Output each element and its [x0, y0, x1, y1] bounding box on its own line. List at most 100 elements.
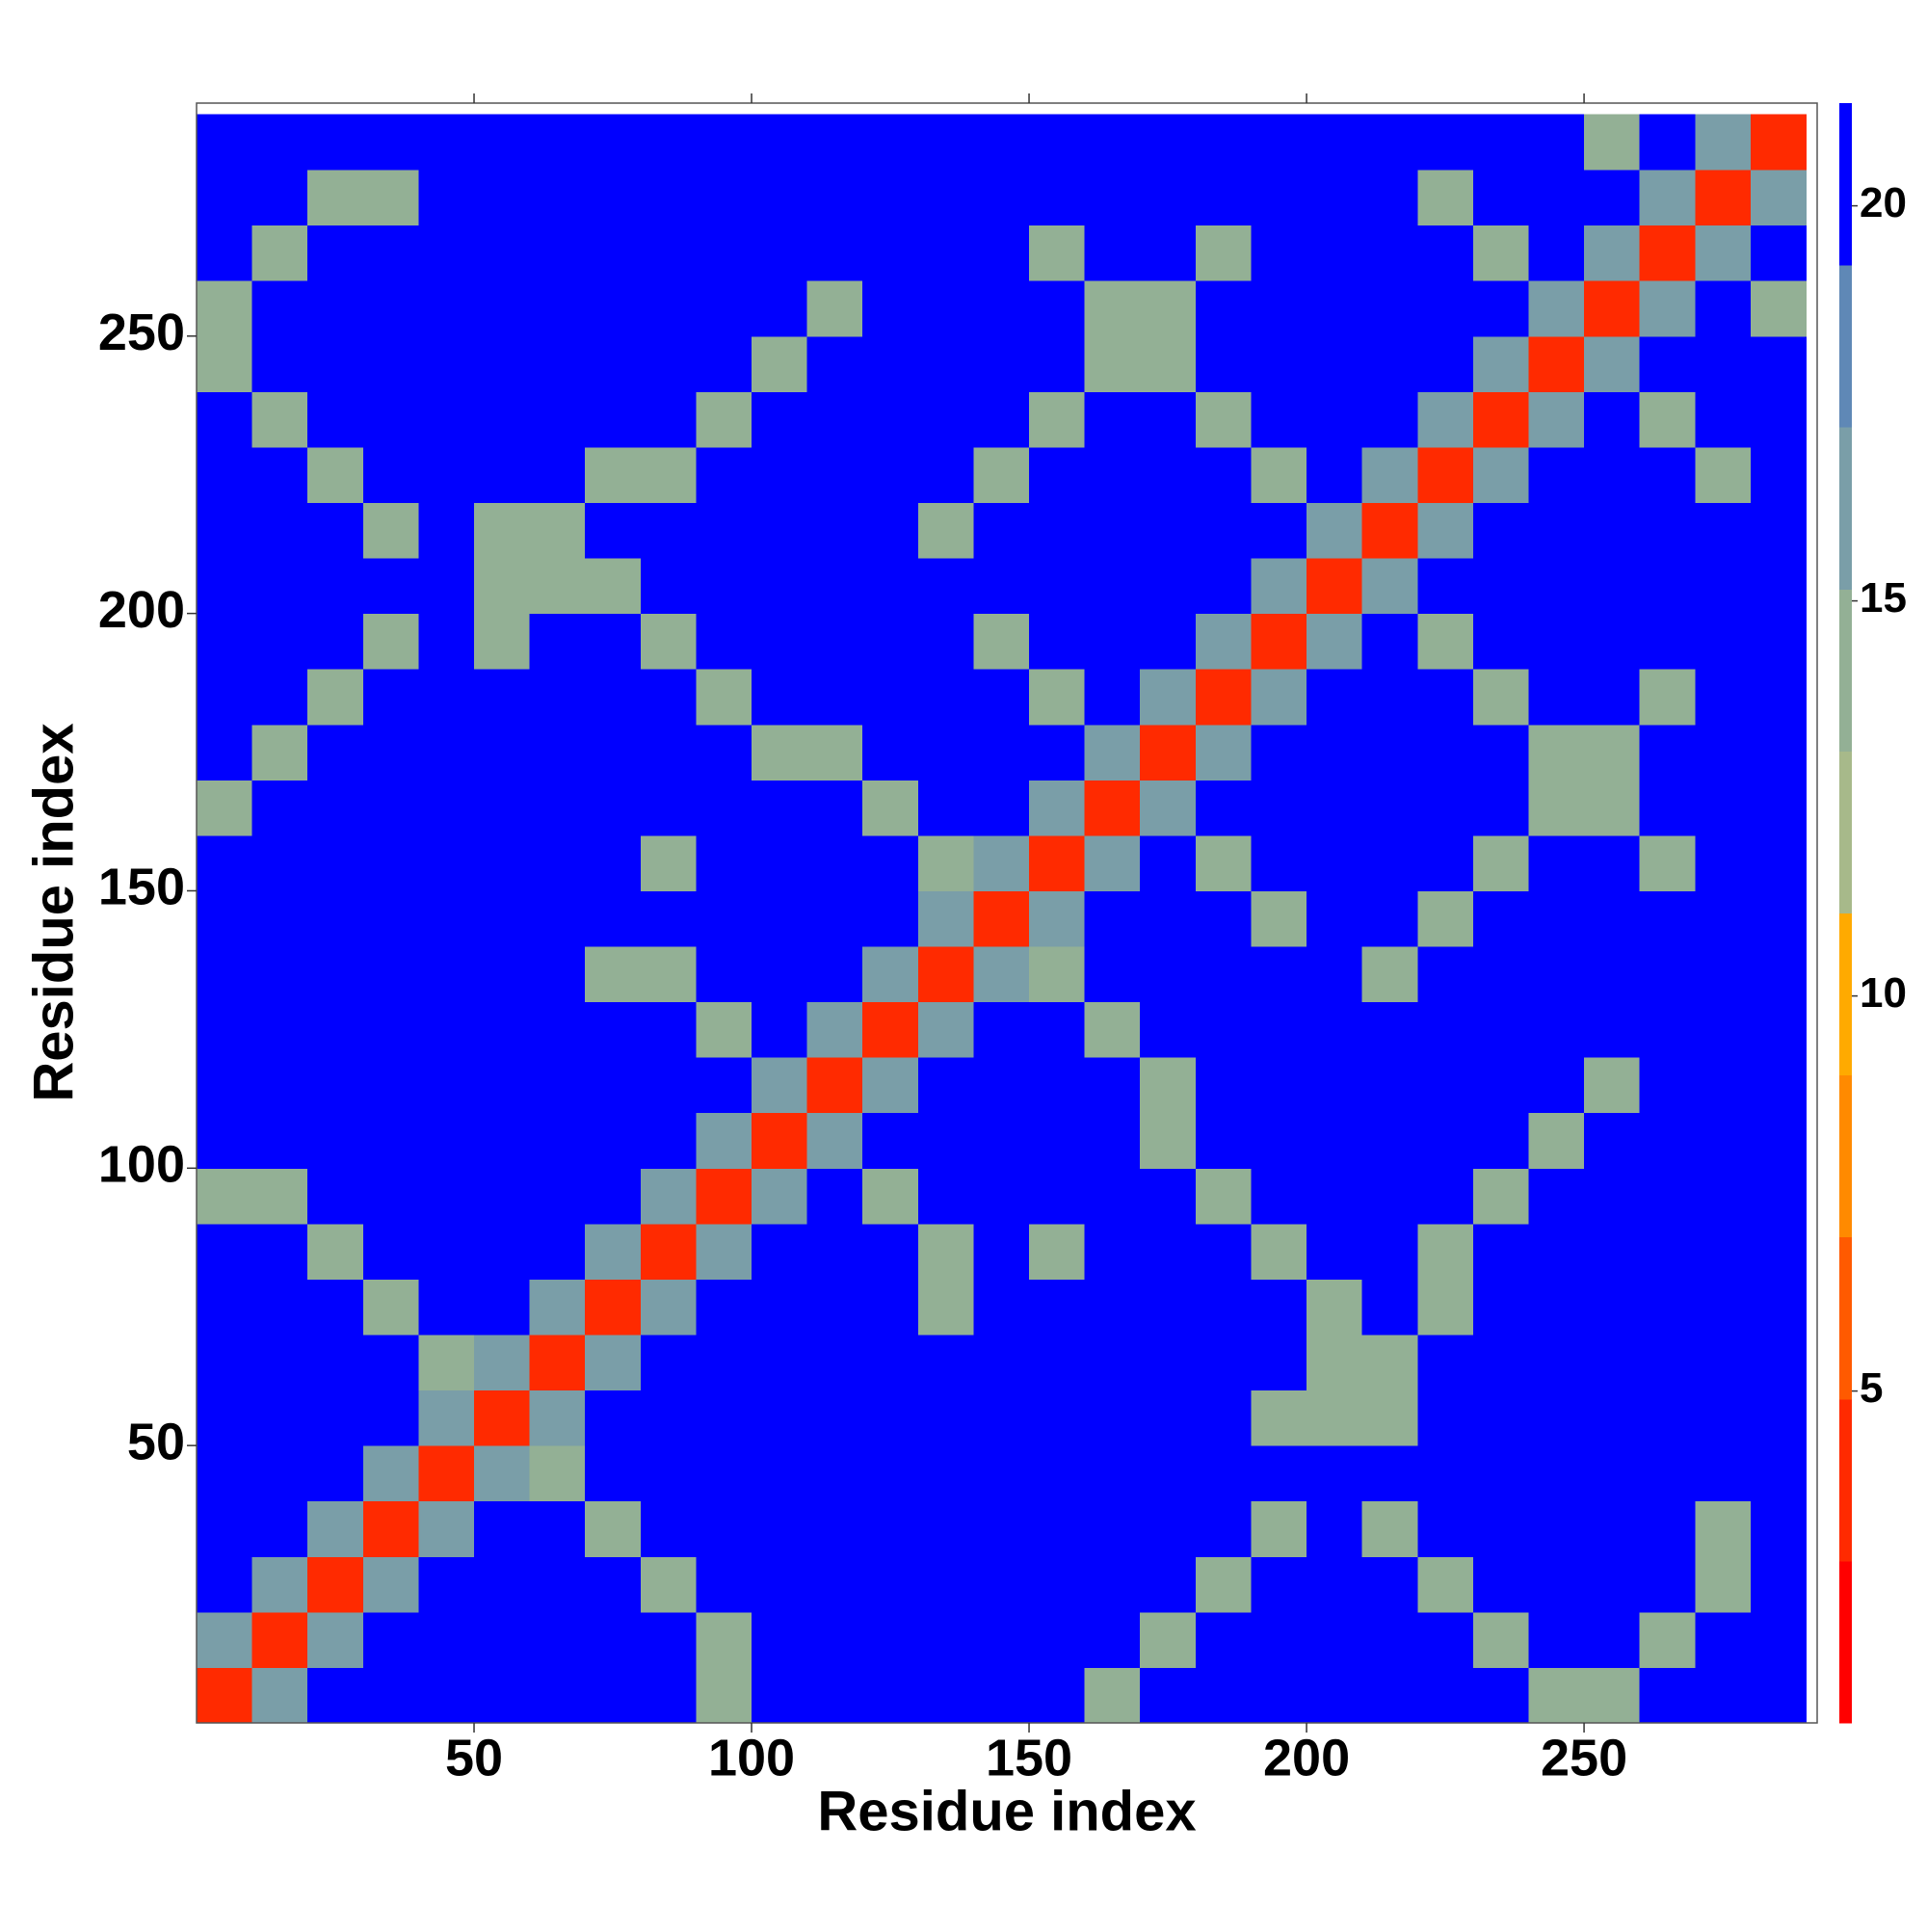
heatmap-cell — [1029, 669, 1086, 726]
heatmap-cell — [752, 724, 808, 781]
heatmap-cell — [418, 1445, 475, 1502]
heatmap-cell — [1140, 834, 1197, 891]
heatmap-cell — [418, 1223, 475, 1280]
heatmap-cell — [1472, 280, 1529, 337]
heatmap-cell — [251, 391, 308, 448]
heatmap-cell — [1307, 1611, 1363, 1668]
heatmap-cell — [1750, 1168, 1807, 1225]
heatmap-cell — [806, 1168, 863, 1225]
heatmap-cell — [1084, 1223, 1141, 1280]
heatmap-cell — [1307, 1556, 1363, 1613]
heatmap-cell — [1195, 1279, 1252, 1336]
heatmap-cell — [529, 1389, 586, 1446]
heatmap-cell — [1361, 1057, 1418, 1114]
heatmap-cell — [917, 558, 974, 615]
heatmap-cell — [1361, 1223, 1418, 1280]
x-tick-label: 50 — [445, 1729, 503, 1786]
heatmap-cell — [1140, 1168, 1197, 1225]
heatmap-cell — [917, 170, 974, 226]
heatmap-cell — [1417, 170, 1474, 226]
heatmap-cell — [862, 335, 919, 392]
heatmap-cell — [1195, 502, 1252, 559]
heatmap-cell — [1084, 335, 1141, 392]
heatmap-cell — [418, 225, 475, 281]
heatmap-cell — [1084, 1556, 1141, 1613]
heatmap-cell — [362, 446, 419, 503]
heatmap-cell — [307, 1168, 364, 1225]
heatmap-cell — [1750, 114, 1807, 171]
heatmap-cell — [1029, 1168, 1086, 1225]
heatmap-cell — [1472, 890, 1529, 947]
heatmap-cell — [197, 1335, 253, 1391]
heatmap-cell — [1750, 1445, 1807, 1502]
heatmap-cell — [1584, 1335, 1641, 1391]
heatmap-cell — [917, 114, 974, 171]
heatmap-cell — [1084, 1168, 1141, 1225]
heatmap-cell — [362, 502, 419, 559]
heatmap-cell — [251, 1611, 308, 1668]
heatmap-cell — [1084, 1057, 1141, 1114]
heatmap-cell — [1029, 280, 1086, 337]
heatmap-cell — [529, 1611, 586, 1668]
heatmap-cell — [917, 1445, 974, 1502]
heatmap-cell — [1029, 834, 1086, 891]
heatmap-cell — [862, 890, 919, 947]
heatmap-cell — [1695, 890, 1752, 947]
heatmap-cell — [640, 280, 697, 337]
heatmap-cell — [1140, 724, 1197, 781]
heatmap-cell — [474, 1279, 531, 1336]
heatmap-cell — [474, 669, 531, 726]
heatmap-cell — [696, 1057, 752, 1114]
heatmap-cell — [251, 1112, 308, 1169]
heatmap-cell — [1417, 335, 1474, 392]
heatmap-cell — [1639, 669, 1696, 726]
heatmap-cell — [1307, 225, 1363, 281]
heatmap-cell — [752, 446, 808, 503]
heatmap-cell — [917, 1667, 974, 1724]
heatmap-cell — [418, 1667, 475, 1724]
heatmap-cell — [1195, 280, 1252, 337]
x-tick-label: 200 — [1263, 1729, 1350, 1786]
heatmap-cell — [1307, 114, 1363, 171]
heatmap-cell — [1584, 1112, 1641, 1169]
heatmap-cell — [1361, 890, 1418, 947]
heatmap-cell — [1361, 669, 1418, 726]
heatmap-cell — [585, 1168, 642, 1225]
heatmap-cell — [1140, 1057, 1197, 1114]
heatmap-cell — [973, 280, 1030, 337]
heatmap-cell — [1528, 170, 1585, 226]
heatmap-cell — [1251, 1611, 1307, 1668]
heatmap-cell — [1195, 613, 1252, 670]
heatmap-cell — [1750, 1279, 1807, 1336]
heatmap-cell — [640, 1112, 697, 1169]
heatmap-cell — [806, 1667, 863, 1724]
heatmap-cell — [529, 613, 586, 670]
heatmap-cell — [1084, 280, 1141, 337]
heatmap-cell — [307, 502, 364, 559]
heatmap-cell — [752, 1335, 808, 1391]
heatmap-cell — [862, 1057, 919, 1114]
heatmap-cell — [1195, 1445, 1252, 1502]
heatmap-cell — [1084, 1279, 1141, 1336]
heatmap-cell — [806, 1057, 863, 1114]
heatmap-cell — [307, 1112, 364, 1169]
heatmap-cell — [1307, 170, 1363, 226]
heatmap-cell — [418, 890, 475, 947]
heatmap-cell — [307, 669, 364, 726]
heatmap-cell — [1528, 391, 1585, 448]
heatmap-cell — [1750, 170, 1807, 226]
heatmap-cell — [973, 1223, 1030, 1280]
heatmap-cell — [197, 1168, 253, 1225]
heatmap-cell — [1472, 1445, 1529, 1502]
heatmap-cell — [1307, 1057, 1363, 1114]
heatmap-cell — [1584, 114, 1641, 171]
heatmap-cell — [1251, 890, 1307, 947]
heatmap-cell — [1417, 1112, 1474, 1169]
heatmap-cell — [640, 225, 697, 281]
heatmap-cell — [1140, 391, 1197, 448]
heatmap-cell — [1361, 225, 1418, 281]
heatmap-cell — [1084, 669, 1141, 726]
heatmap-cell — [640, 335, 697, 392]
heatmap-cell — [418, 1611, 475, 1668]
heatmap-cell — [752, 225, 808, 281]
